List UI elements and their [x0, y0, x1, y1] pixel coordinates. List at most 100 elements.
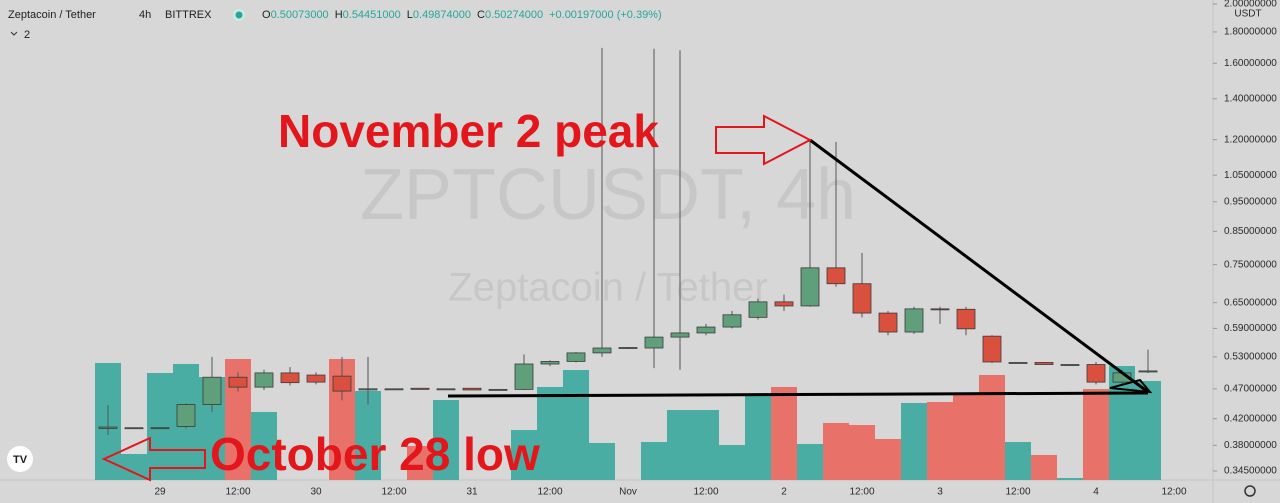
trend-line — [809, 138, 1149, 394]
arrow-right — [715, 114, 813, 166]
watermark-ticker: ZPTCUSDT, 4h — [360, 155, 856, 235]
volume-bar — [1031, 455, 1057, 480]
peak-annotation: November 2 peak — [278, 105, 659, 157]
x-tick-label: 12:00 — [381, 487, 406, 498]
candle-body — [1034, 362, 1054, 365]
ohlc-value: 0.54451000 — [343, 9, 401, 21]
ohlc-value: 0.49874000 — [413, 9, 471, 21]
volume-bar — [771, 387, 797, 480]
watermark-name: Zeptacoin / Tether — [448, 266, 767, 310]
y-tick-label: 0.42000000 — [1224, 413, 1277, 424]
volume-bar — [589, 443, 615, 480]
volume-bar — [849, 425, 875, 480]
candle-body — [332, 375, 352, 392]
candle-body — [748, 301, 768, 318]
indicator-count[interactable]: 2 — [24, 29, 30, 41]
price-unit: USDT — [1234, 9, 1261, 20]
x-tick-label: 12:00 — [693, 487, 718, 498]
candle-body — [98, 426, 118, 429]
x-tick-label: 12:00 — [225, 487, 250, 498]
volume-bar — [355, 391, 381, 480]
x-tick-label: 4 — [1093, 487, 1099, 498]
ohlc-key: C — [477, 9, 485, 21]
volume-bar — [251, 412, 277, 480]
candle-body — [826, 267, 846, 285]
y-tick-label: 0.95000000 — [1224, 196, 1277, 207]
y-tick-label: 1.20000000 — [1224, 134, 1277, 145]
candle-body — [540, 361, 560, 365]
volume-bar — [1005, 442, 1031, 480]
volume-bar — [745, 394, 771, 480]
y-tick-label: 2.00000000 — [1224, 0, 1277, 10]
ohlc-value: 0.50073000 — [271, 9, 329, 21]
candle-body — [1086, 364, 1106, 383]
ohlc-legend: O0.50073000 H0.54451000 L0.49874000 C0.5027… — [262, 9, 662, 21]
candle-body — [1060, 364, 1080, 366]
candle-body — [306, 374, 326, 383]
x-tick-label: 12:00 — [537, 487, 562, 498]
x-tick-label: 29 — [154, 487, 166, 498]
y-tick-label: 1.60000000 — [1224, 58, 1277, 69]
volume-bar — [823, 423, 849, 480]
exchange: BITTREX — [165, 9, 212, 21]
y-tick-label: 0.75000000 — [1224, 259, 1277, 270]
candle-body — [384, 388, 404, 391]
change: +0.00197000 (+0.39%) — [549, 9, 662, 21]
candle-body — [618, 347, 638, 349]
logo[interactable] — [7, 446, 33, 472]
volume-bar — [537, 387, 563, 480]
ohlc-key: O — [262, 9, 271, 21]
collapse-icon[interactable] — [10, 31, 18, 36]
volume-bar — [875, 439, 901, 480]
x-tick-label: 2 — [781, 487, 787, 498]
candle-body — [982, 335, 1002, 363]
volume-bar — [1135, 381, 1161, 480]
interval: 4h — [139, 9, 151, 21]
plot — [95, 47, 1161, 480]
candle-body — [930, 308, 950, 311]
candle-body — [722, 314, 742, 328]
x-tick-label: Nov — [619, 487, 637, 498]
y-tick-label: 0.38000000 — [1224, 440, 1277, 451]
volume-bar — [1083, 389, 1109, 480]
y-tick-label: 1.05000000 — [1224, 170, 1277, 181]
ohlc-key: L — [407, 9, 413, 21]
candle-body — [670, 332, 690, 338]
candle-body — [566, 352, 586, 362]
candle-body — [150, 427, 170, 430]
volume-bar — [927, 402, 953, 480]
y-tick-label: 0.59000000 — [1224, 323, 1277, 334]
volume-bar — [953, 393, 979, 480]
volume-bar — [147, 373, 173, 480]
low-annotation: October 28 low — [210, 428, 540, 480]
x-tick-label: 12:00 — [1005, 487, 1030, 498]
x-tick-label: 31 — [466, 487, 478, 498]
y-tick-label: 0.65000000 — [1224, 297, 1277, 308]
line-end — [1109, 378, 1153, 394]
y-tick-label: 0.34500000 — [1224, 466, 1277, 477]
candle-body — [176, 404, 196, 427]
candle-body — [514, 363, 534, 390]
x-tick-label: 30 — [310, 487, 322, 498]
volume-bar — [693, 410, 719, 480]
candle-body — [592, 347, 612, 354]
candle-body — [202, 376, 222, 405]
ohlc-value: 0.50274000 — [485, 9, 543, 21]
candle-body — [1008, 362, 1028, 364]
volume-bar — [407, 446, 433, 480]
candle-body — [696, 326, 716, 334]
volume-bar — [797, 444, 823, 480]
arrow-left — [101, 436, 206, 482]
settings-icon[interactable] — [1244, 485, 1256, 497]
status-dot — [235, 11, 243, 19]
x-tick-label: 12:00 — [1161, 487, 1186, 498]
candle-body — [1138, 370, 1158, 373]
candle-body — [800, 267, 820, 307]
volume-bar — [511, 430, 537, 480]
candle-body — [124, 427, 144, 430]
x-tick-label: 12:00 — [849, 487, 874, 498]
volume-bar — [1057, 478, 1083, 480]
candle-body — [852, 283, 872, 314]
candle-body — [254, 372, 274, 388]
volume-bar — [979, 375, 1005, 480]
